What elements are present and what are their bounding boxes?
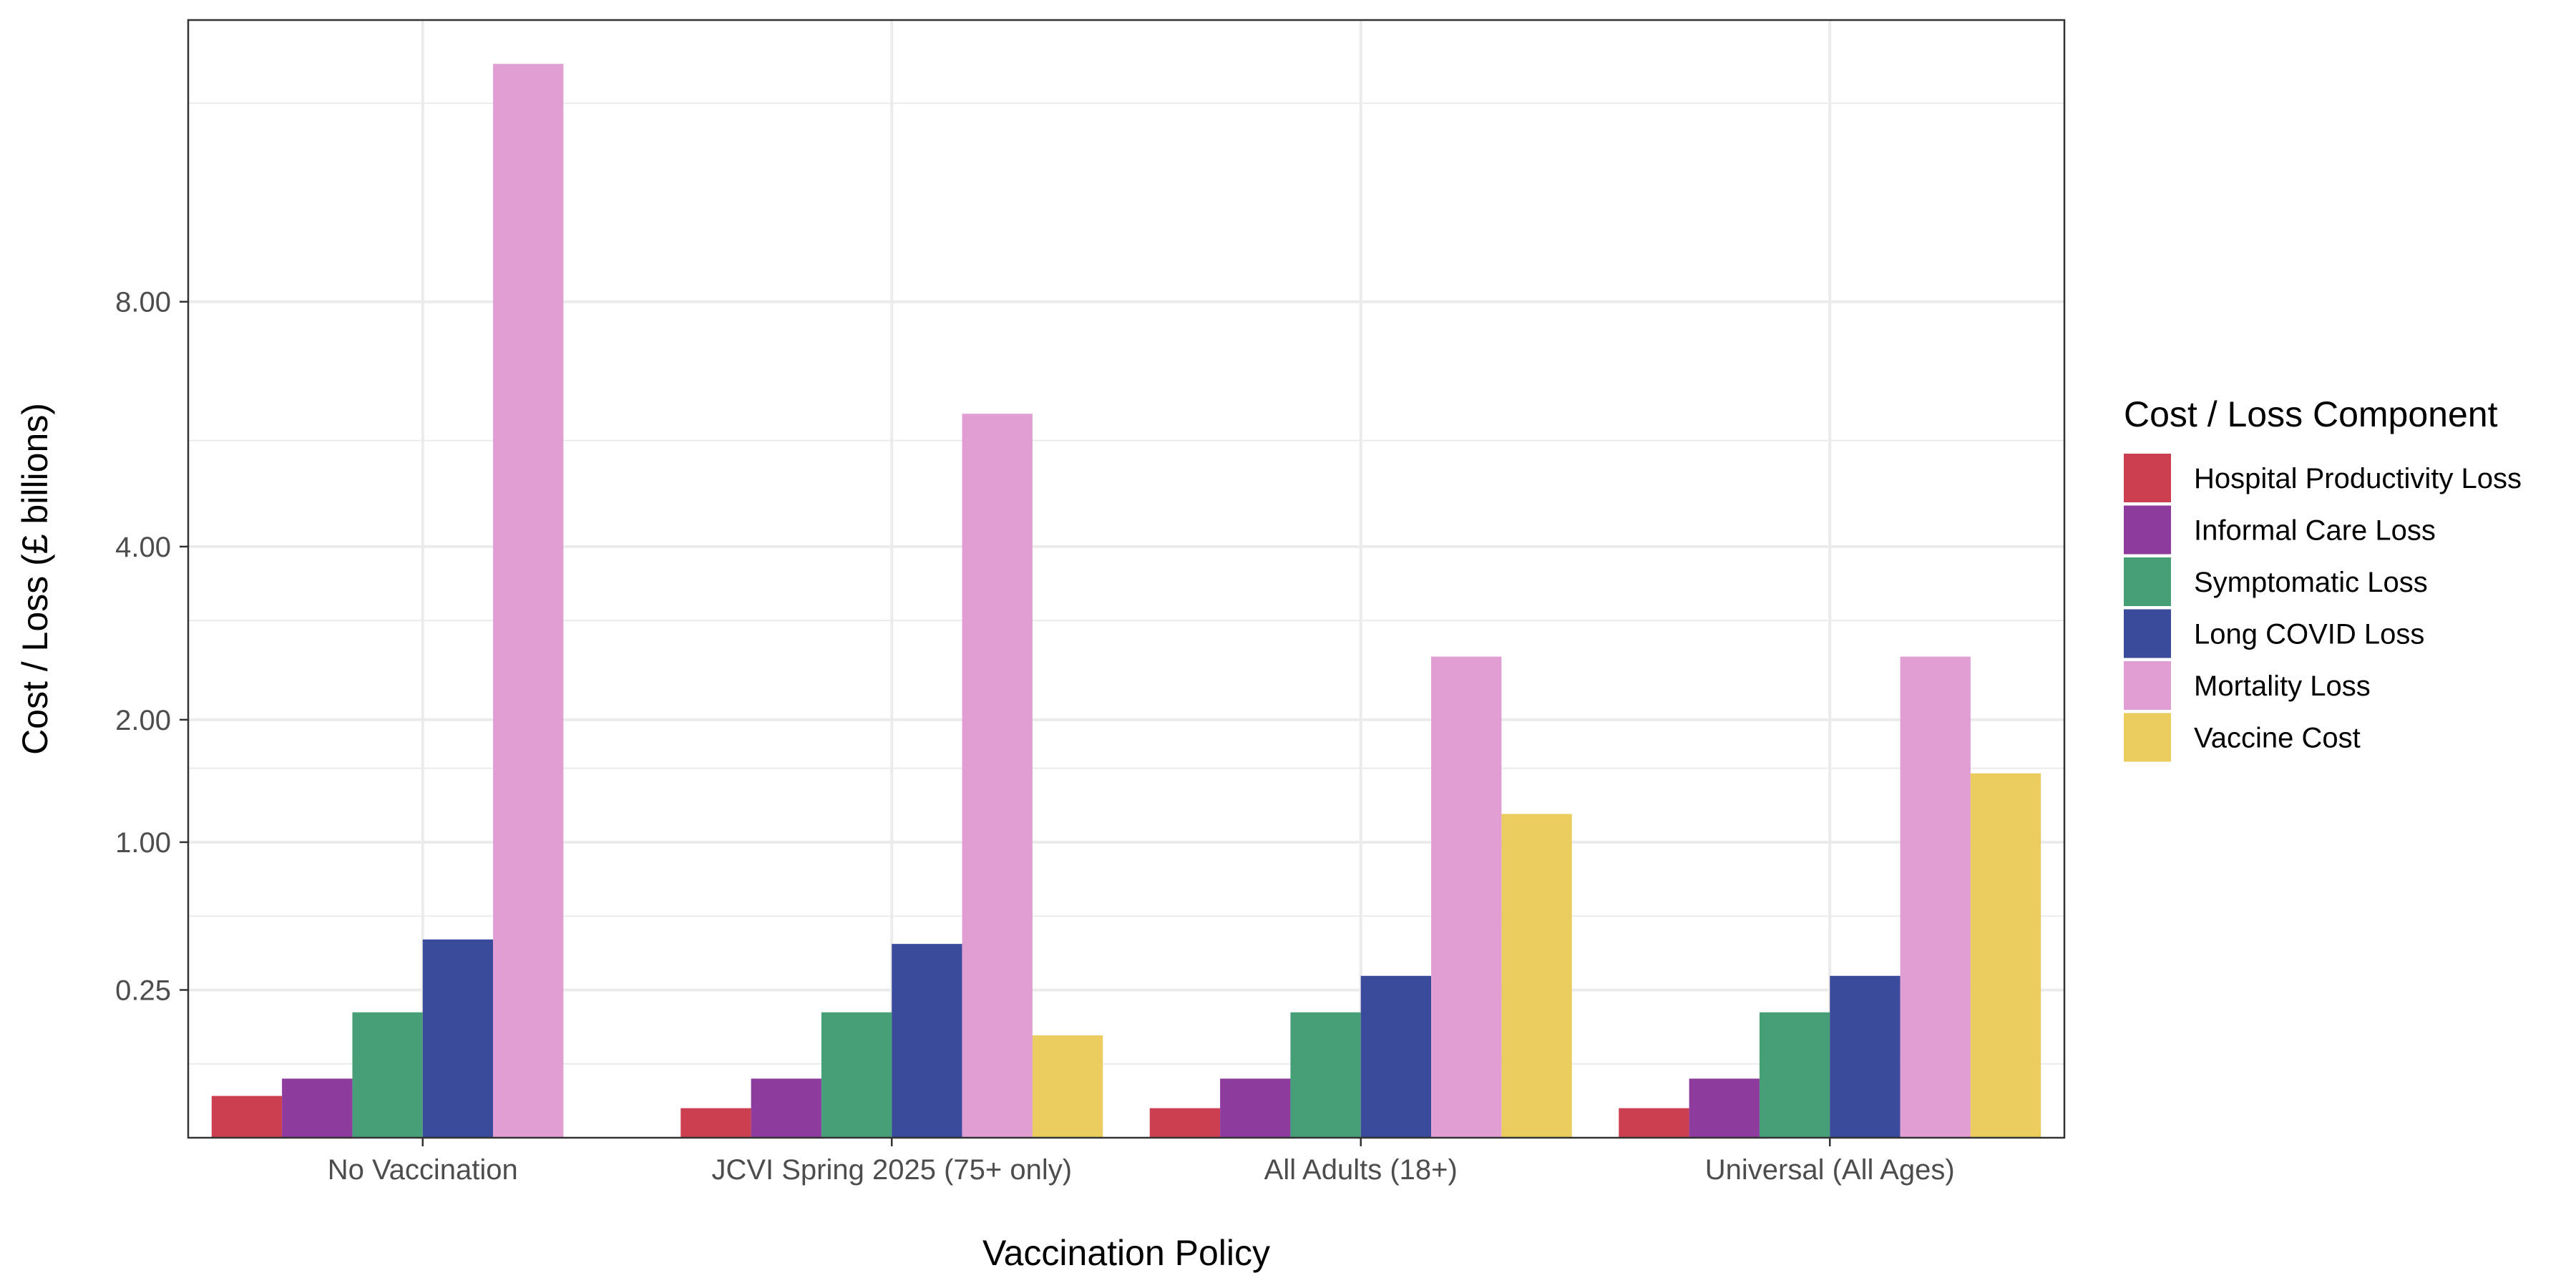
legend-key — [2124, 557, 2171, 606]
legend-label: Hospital Productivity Loss — [2194, 463, 2522, 494]
legend-key — [2124, 609, 2171, 658]
legend-label: Symptomatic Loss — [2194, 567, 2428, 598]
bar — [352, 1012, 423, 1138]
bar — [1501, 814, 1572, 1138]
x-tick-label: No Vaccination — [328, 1154, 518, 1186]
legend: Cost / Loss Component Hospital Productiv… — [2124, 394, 2522, 762]
legend-title: Cost / Loss Component — [2124, 394, 2498, 434]
y-tick-label: 0.25 — [115, 975, 171, 1006]
bar — [892, 944, 962, 1138]
legend-key — [2124, 454, 2171, 502]
bar — [1431, 656, 1502, 1138]
bar — [1900, 656, 1971, 1138]
bars — [211, 64, 2041, 1138]
bar — [1032, 1035, 1103, 1138]
legend-label: Vaccine Cost — [2194, 723, 2361, 754]
axes: 0.25 1.00 2.00 4.00 8.00 No Vaccination JCVI S… — [115, 287, 1955, 1186]
bar — [1619, 1108, 1689, 1138]
legend-label: Mortality Loss — [2194, 670, 2371, 702]
legend-label: Informal Care Loss — [2194, 515, 2436, 547]
bar — [211, 1096, 283, 1138]
bar — [493, 64, 564, 1138]
bar — [422, 939, 494, 1138]
bar — [821, 1012, 892, 1138]
legend-key — [2124, 661, 2171, 710]
x-tick-label: Universal (All Ages) — [1705, 1154, 1955, 1186]
x-tick-label: JCVI Spring 2025 (75+ only) — [711, 1154, 1072, 1186]
bar — [1689, 1078, 1760, 1138]
x-axis-title: Vaccination Policy — [982, 1233, 1270, 1273]
y-axis-title: Cost / Loss (£ billions) — [15, 403, 55, 755]
bar — [962, 414, 1033, 1138]
panel-border — [187, 19, 2066, 1139]
legend-key — [2124, 505, 2171, 555]
legend-label: Long COVID Loss — [2194, 619, 2424, 650]
bar — [282, 1078, 353, 1138]
bar — [1220, 1078, 1291, 1138]
bar — [1759, 1012, 1830, 1138]
bar — [1970, 773, 2041, 1138]
y-tick-label: 8.00 — [115, 287, 171, 318]
bar — [1830, 975, 1901, 1138]
y-tick-label: 4.00 — [115, 532, 171, 563]
bar — [680, 1108, 751, 1138]
bar — [1149, 1108, 1221, 1138]
bar — [1290, 1012, 1361, 1138]
x-tick-label: All Adults (18+) — [1264, 1154, 1458, 1186]
bar — [751, 1078, 821, 1138]
legend-key — [2124, 713, 2171, 762]
y-tick-label: 2.00 — [115, 705, 171, 736]
bar — [1360, 975, 1432, 1138]
y-tick-label: 1.00 — [115, 827, 171, 859]
